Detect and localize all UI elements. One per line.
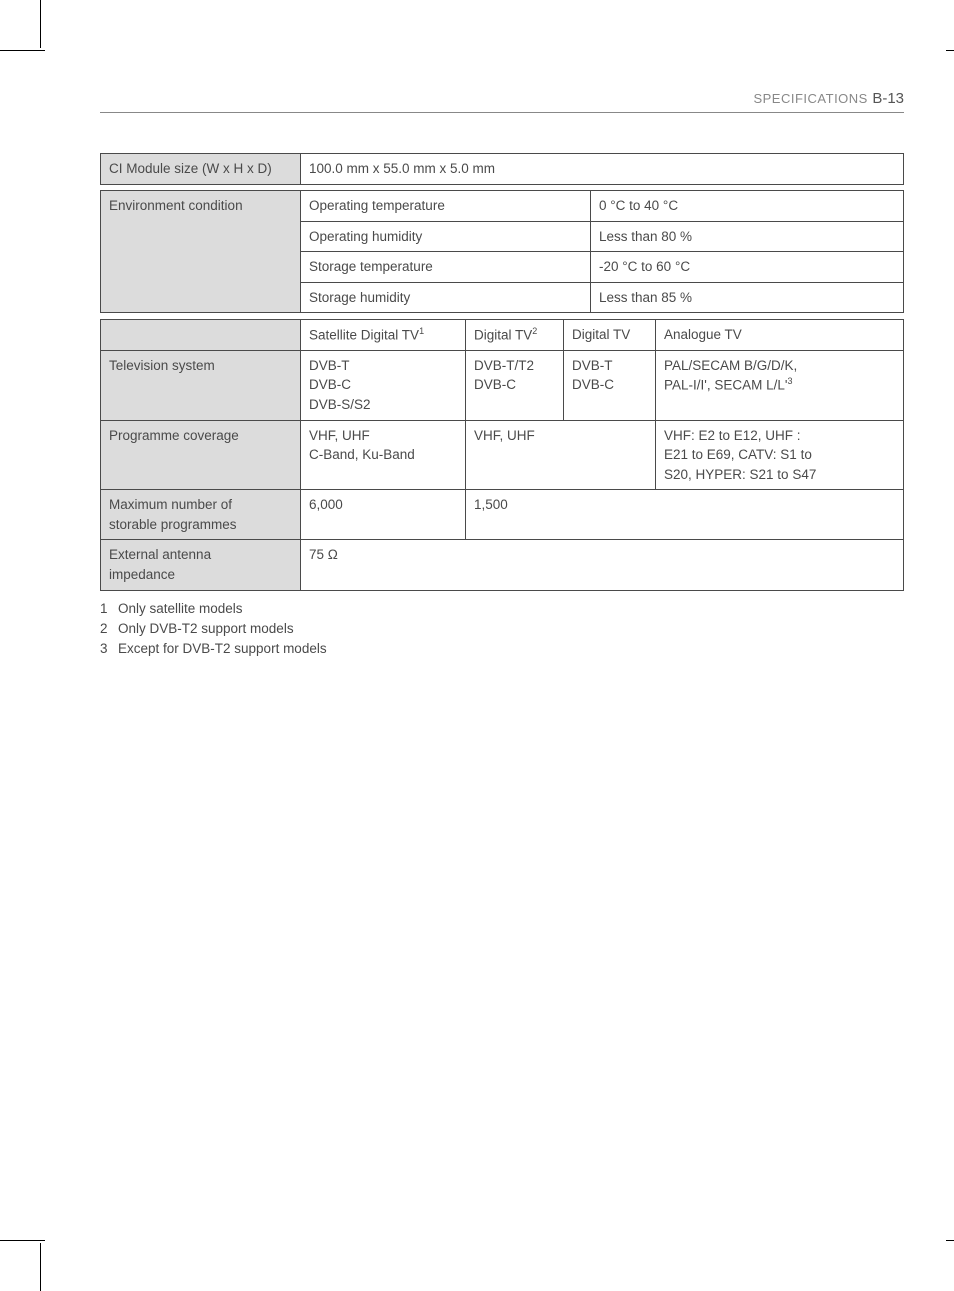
coverage-dig: VHF, UHF <box>466 420 656 490</box>
col-header-satellite: Satellite Digital TV1 <box>301 319 466 350</box>
env-param: Storage humidity <box>301 282 591 313</box>
impedance-label: External antenna impedance <box>101 540 301 590</box>
env-param: Operating humidity <box>301 221 591 252</box>
ci-module-label: CI Module size (W x H x D) <box>101 154 301 185</box>
spec-table-1: CI Module size (W x H x D) 100.0 mm x 55… <box>100 153 904 190</box>
footnote: 2Only DVB-T2 support models <box>100 619 904 639</box>
col-header-digital2: Digital TV2 <box>466 319 564 350</box>
env-value: Less than 85 % <box>591 282 904 313</box>
ci-module-value: 100.0 mm x 55.0 mm x 5.0 mm <box>301 154 904 185</box>
crop-mark <box>40 0 41 48</box>
env-param: Operating temperature <box>301 191 591 222</box>
impedance-value: 75 Ω <box>301 540 904 590</box>
coverage-sat: VHF, UHF C-Band, Ku-Band <box>301 420 466 490</box>
col-header-analogue: Analogue TV <box>656 319 904 350</box>
env-value: 0 °C to 40 °C <box>591 191 904 222</box>
footnote: 3Except for DVB-T2 support models <box>100 639 904 659</box>
empty-header-cell <box>101 319 301 350</box>
tv-system-label: Television system <box>101 350 301 420</box>
env-param: Storage temperature <box>301 252 591 283</box>
footnote: 1Only satellite models <box>100 599 904 619</box>
env-value: -20 °C to 60 °C <box>591 252 904 283</box>
header-section: SPECIFICATIONS <box>753 91 867 106</box>
tv-system-dig2: DVB-T/T2 DVB-C <box>466 350 564 420</box>
crop-mark <box>0 1240 45 1241</box>
max-prog-label: Maximum number of storable programmes <box>101 490 301 540</box>
col-header-digital: Digital TV <box>564 319 656 350</box>
coverage-label: Programme coverage <box>101 420 301 490</box>
crop-mark <box>946 50 954 51</box>
env-condition-label: Environment condition <box>101 191 301 313</box>
header-page: B-13 <box>872 90 904 107</box>
spec-table-3: Satellite Digital TV1 Digital TV2 Digita… <box>100 319 904 591</box>
crop-mark <box>40 1243 41 1291</box>
page-header: SPECIFICATIONS B-13 <box>100 90 904 113</box>
spec-table-2: Environment condition Operating temperat… <box>100 190 904 319</box>
crop-mark <box>946 1240 954 1241</box>
max-prog-other: 1,500 <box>466 490 904 540</box>
env-value: Less than 80 % <box>591 221 904 252</box>
tv-system-sat: DVB-T DVB-C DVB-S/S2 <box>301 350 466 420</box>
tv-system-dig: DVB-T DVB-C <box>564 350 656 420</box>
coverage-ana: VHF: E2 to E12, UHF : E21 to E69, CATV: … <box>656 420 904 490</box>
tv-system-ana: PAL/SECAM B/G/D/K, PAL-I/I', SECAM L/L'3 <box>656 350 904 420</box>
crop-mark <box>0 50 45 51</box>
page-content: SPECIFICATIONS B-13 CI Module size (W x … <box>100 90 904 1201</box>
max-prog-sat: 6,000 <box>301 490 466 540</box>
footnotes: 1Only satellite models 2Only DVB-T2 supp… <box>100 599 904 660</box>
